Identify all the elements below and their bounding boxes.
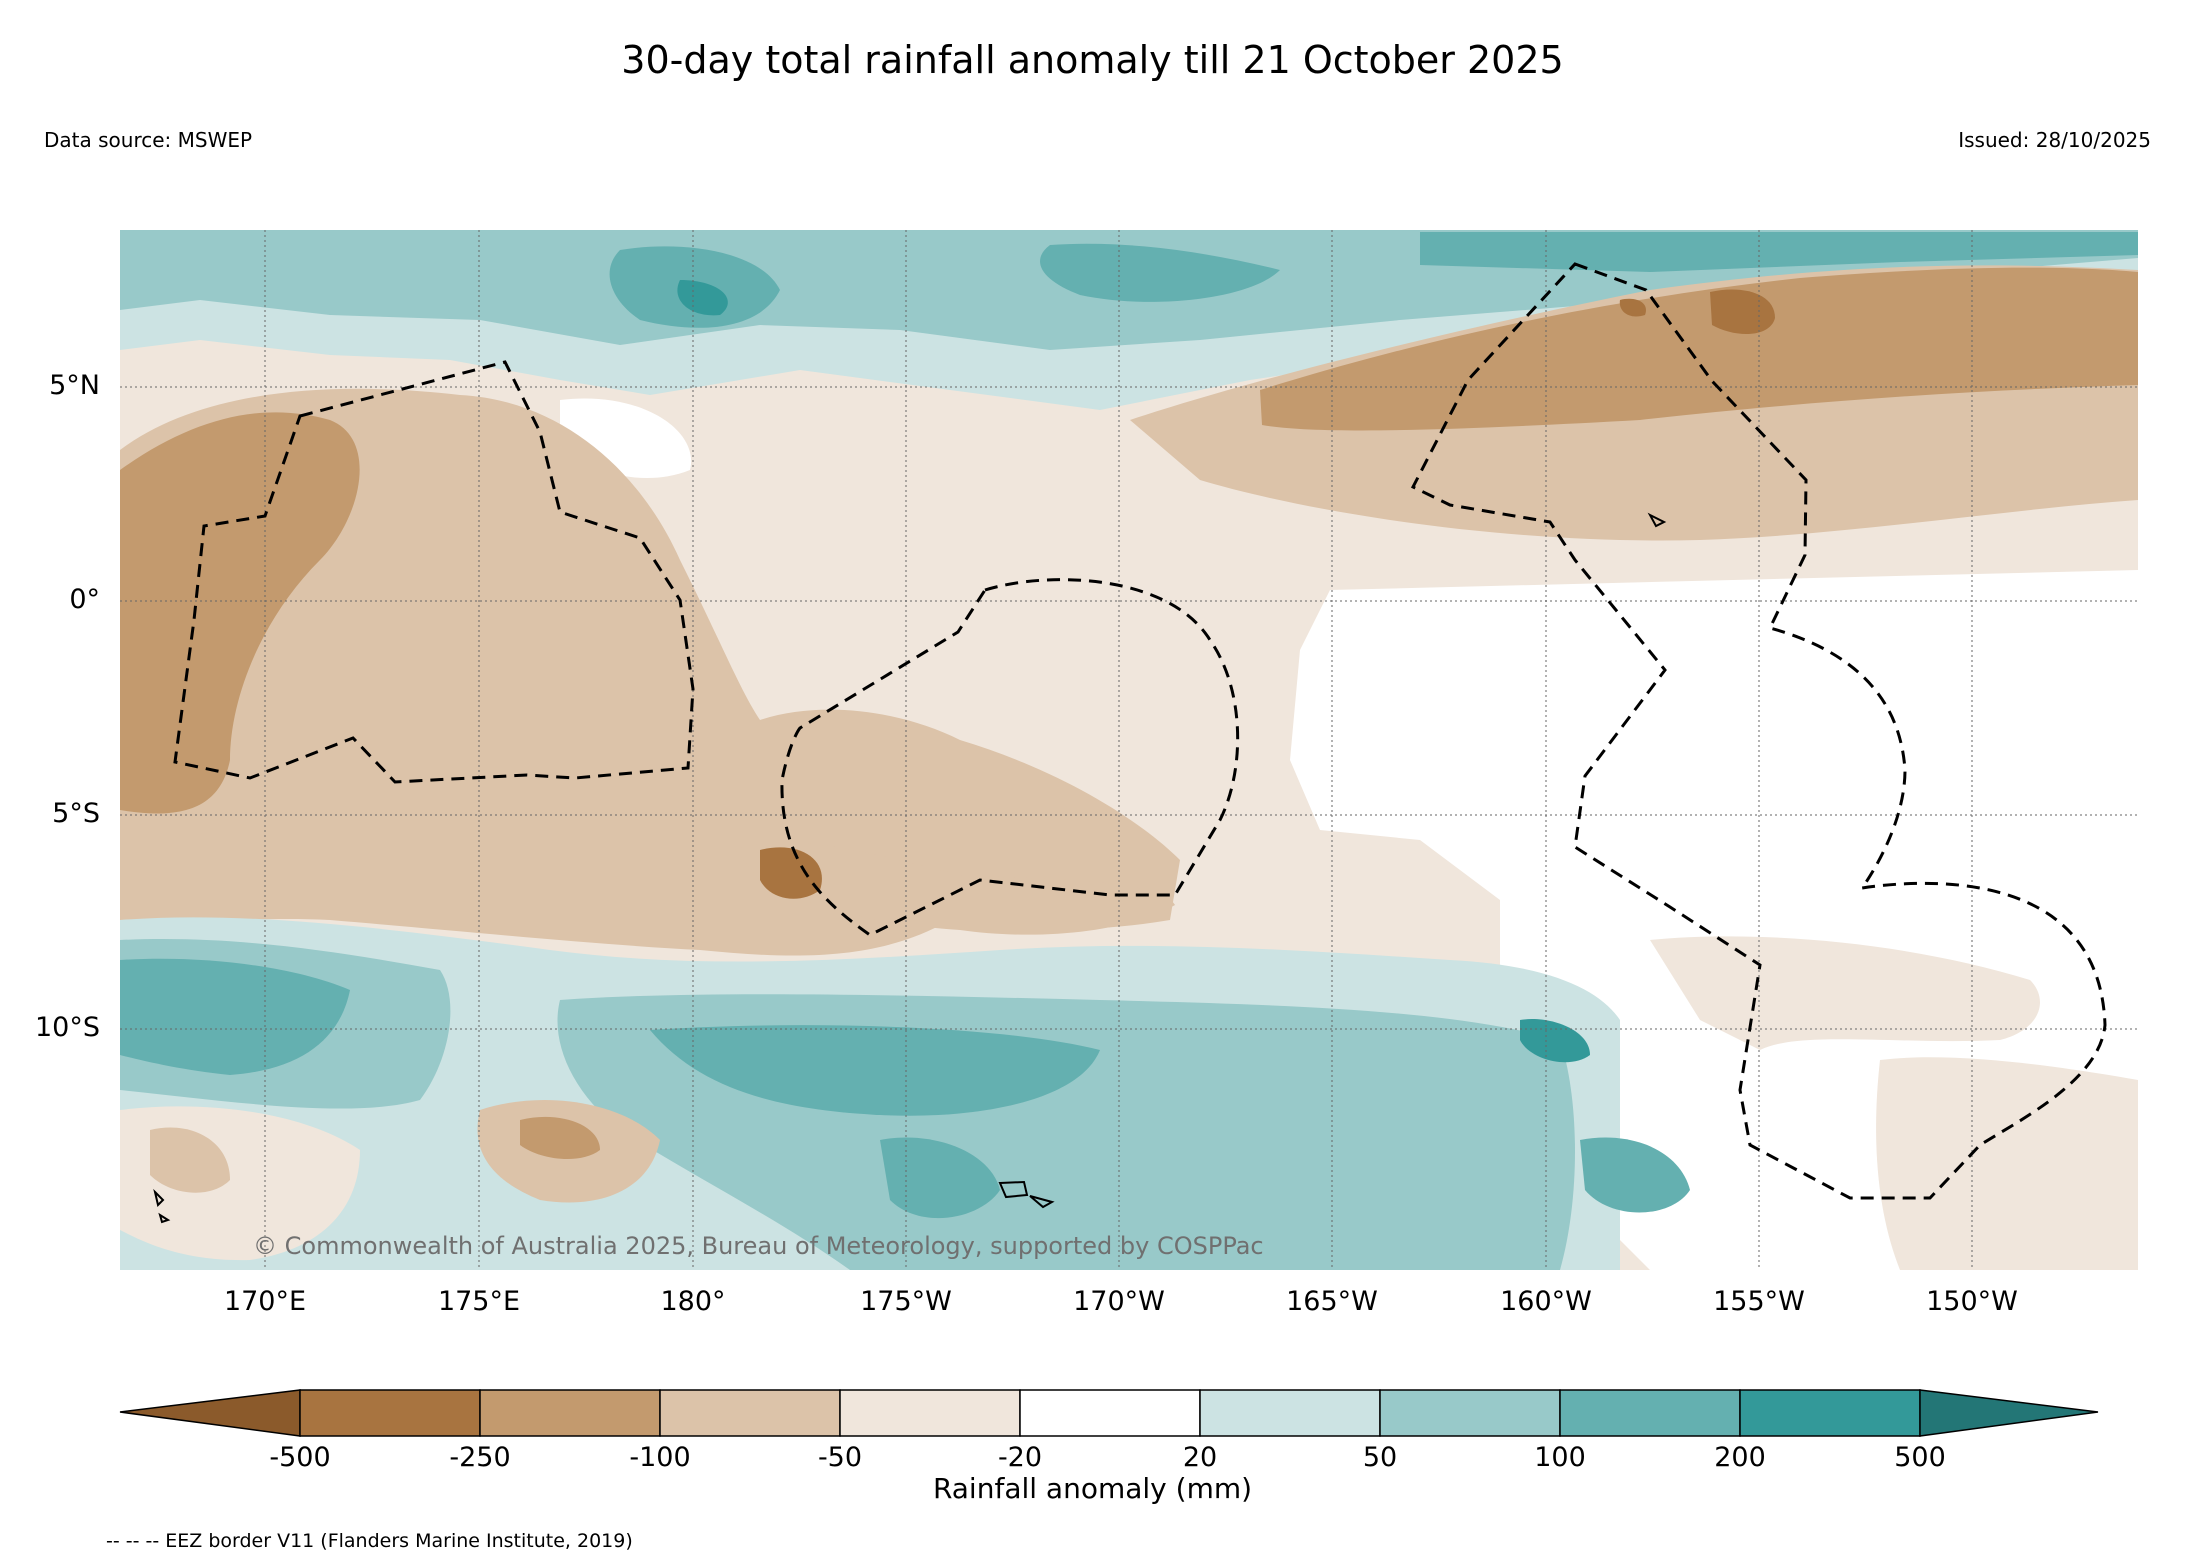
colorbar-tick: -500 bbox=[269, 1442, 331, 1473]
lon-label: 160°W bbox=[1500, 1286, 1592, 1317]
lon-label: 170°W bbox=[1073, 1286, 1165, 1317]
colorbar-label: Rainfall anomaly (mm) bbox=[932, 1472, 1253, 1505]
eez-kiribati-line bbox=[1410, 262, 2107, 1200]
data-source-label: Data source: MSWEP bbox=[44, 128, 253, 152]
colorbar-tick: 100 bbox=[1534, 1442, 1586, 1473]
colorbar-bin bbox=[1379, 1389, 1561, 1437]
graticule bbox=[120, 230, 2138, 1270]
island-outlines bbox=[153, 512, 1667, 1224]
colorbar-tick: -50 bbox=[817, 1442, 863, 1473]
eez-legend-note: -- -- -- EEZ border V11 (Flanders Marine… bbox=[106, 1530, 633, 1552]
colorbar-bin bbox=[1199, 1389, 1381, 1437]
lon-label: 155°W bbox=[1713, 1286, 1805, 1317]
lon-label: 170°E bbox=[223, 1286, 307, 1317]
colorbar-tick: 200 bbox=[1714, 1442, 1766, 1473]
colorbar-bin bbox=[299, 1389, 481, 1437]
colorbar-bin bbox=[1019, 1389, 1201, 1437]
lon-label: 150°W bbox=[1926, 1286, 2018, 1317]
rainfall-anomaly-field bbox=[120, 230, 2138, 1270]
lon-label: 165°W bbox=[1286, 1286, 1378, 1317]
lat-label: 10°S bbox=[35, 1012, 100, 1043]
colorbar-tick: 50 bbox=[1362, 1442, 1398, 1473]
copyright-watermark: © Commonwealth of Australia 2025, Bureau… bbox=[253, 1232, 1264, 1260]
colorbar-extend-low bbox=[119, 1389, 301, 1437]
issued-date-label: Issued: 28/10/2025 bbox=[1958, 128, 2151, 152]
colorbar-bin bbox=[479, 1389, 661, 1437]
colorbar-tick: -250 bbox=[449, 1442, 511, 1473]
lon-label: 175°W bbox=[860, 1286, 952, 1317]
map-title: 30-day total rainfall anomaly till 21 Oc… bbox=[621, 38, 1564, 82]
colorbar-tick: 500 bbox=[1894, 1442, 1946, 1473]
eez-borders bbox=[173, 262, 2107, 1200]
colorbar-tick: -20 bbox=[997, 1442, 1043, 1473]
lat-label: 0° bbox=[69, 584, 100, 615]
eez-tokelau-samoa bbox=[780, 578, 1240, 937]
lon-label: 175°E bbox=[437, 1286, 521, 1317]
eez-kiribati-gilbert bbox=[173, 360, 695, 784]
colorbar-tick: -100 bbox=[629, 1442, 691, 1473]
colorbar-bin bbox=[1739, 1389, 1921, 1437]
lat-label: 5°N bbox=[49, 370, 100, 401]
colorbar-tick: 20 bbox=[1182, 1442, 1218, 1473]
colorbar-bin bbox=[1559, 1389, 1741, 1437]
lat-label: 5°S bbox=[52, 798, 100, 829]
colorbar-bin bbox=[659, 1389, 841, 1437]
colorbar-bin bbox=[839, 1389, 1021, 1437]
colorbar-extend-high bbox=[1919, 1389, 2099, 1437]
colorbar bbox=[119, 1389, 2099, 1437]
lon-label: 180° bbox=[660, 1286, 726, 1317]
